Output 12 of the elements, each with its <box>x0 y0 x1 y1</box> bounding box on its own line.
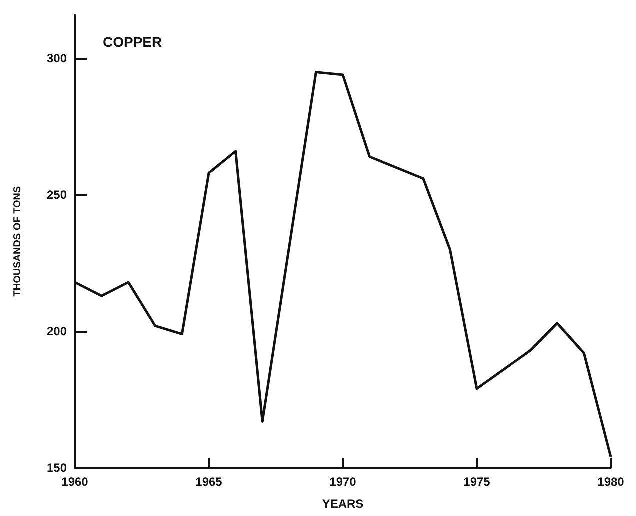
x-tick-label: 1970 <box>330 475 357 489</box>
y-tick-label: 150 <box>46 461 68 475</box>
x-tick-label: 1960 <box>62 475 89 489</box>
x-tick-label: 1975 <box>464 475 491 489</box>
x-tick-label: 1965 <box>196 475 223 489</box>
text: COPPER <box>103 34 162 50</box>
y-tick-label: 250 <box>46 188 68 202</box>
y-tick-label: 300 <box>46 52 68 66</box>
x-axis-title: YEARS <box>322 497 364 511</box>
y-axis-title: THOUSANDS OF TONS <box>12 186 24 297</box>
y-tick-label: 200 <box>46 324 68 339</box>
x-tick-label: 1980 <box>598 475 625 489</box>
